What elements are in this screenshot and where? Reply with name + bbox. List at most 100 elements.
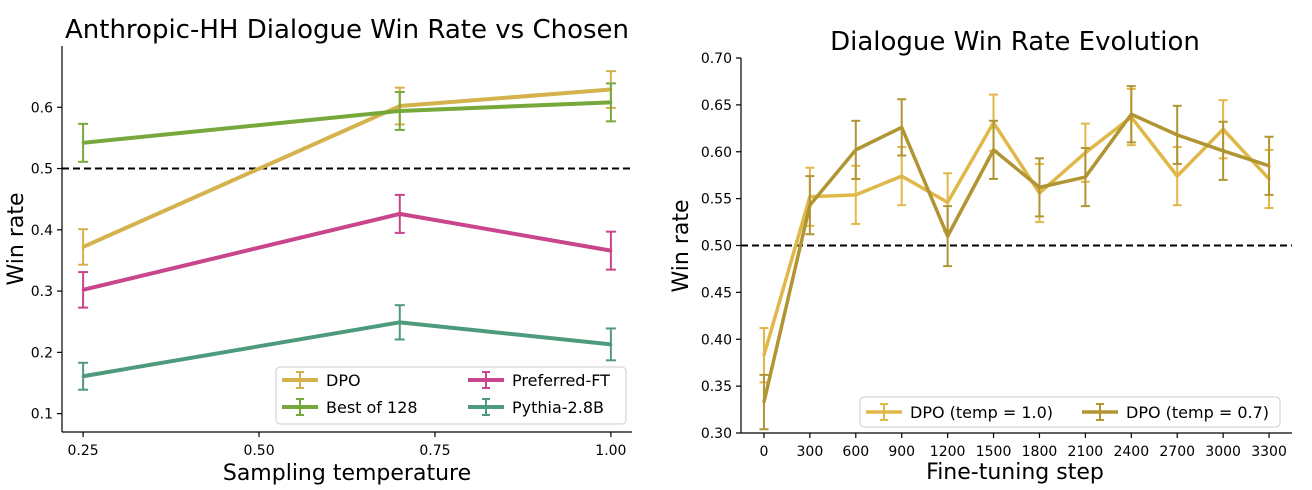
left-legend: DPO Best of 128 Preferred-FT Pythia-2.8B	[275, 366, 627, 425]
data-point	[81, 374, 85, 378]
x-tick-label: 600	[842, 444, 869, 460]
x-tick-label: 900	[888, 444, 915, 460]
series-line	[82, 100, 611, 145]
legend-label-dpo-temp-07: DPO (temp = 0.7)	[1126, 403, 1269, 422]
error-bar	[78, 271, 89, 309]
legend-label-dpo-temp-1: DPO (temp = 1.0)	[910, 403, 1053, 422]
data-point	[398, 109, 402, 113]
x-tick-label: 1200	[930, 444, 966, 460]
data-point	[81, 245, 85, 249]
legend-entry-dpo: DPO	[282, 371, 361, 390]
right-legend: DPO (temp = 1.0) DPO (temp = 0.7)	[859, 396, 1281, 428]
data-point	[946, 234, 950, 238]
y-tick-label: 0.60	[701, 145, 732, 161]
error-bar	[805, 175, 815, 236]
data-point	[900, 174, 904, 178]
legend-entry-preferred-ft: Preferred-FT	[468, 371, 610, 390]
legend-label-pythia: Pythia-2.8B	[512, 398, 604, 417]
series-pythia-2-8b	[78, 304, 616, 391]
x-tick-label: 0	[759, 444, 768, 460]
x-tick-label: 0.75	[419, 443, 450, 459]
left-chart: Anthropic-HH Dialogue Win Rate vs Chosen…	[4, 15, 632, 486]
series-dpo-temp-0-7-	[759, 85, 1274, 431]
error-bar	[1126, 85, 1136, 144]
error-bar	[78, 228, 89, 266]
error-bar	[989, 119, 999, 180]
data-point	[1037, 185, 1041, 189]
x-tick-label: 300	[797, 444, 824, 460]
error-bar	[1034, 157, 1044, 218]
x-tick-label: 2100	[1068, 444, 1104, 460]
series-line	[762, 112, 1270, 403]
y-tick-label: 0.3	[31, 284, 53, 300]
error-bar	[1218, 120, 1228, 181]
left-y-axis-title: Win rate	[4, 192, 29, 285]
data-point	[398, 320, 402, 324]
data-point	[1083, 175, 1087, 179]
left-x-ticks: 0.25 0.50 0.75 1.00	[68, 432, 626, 459]
right-chart: Dialogue Win Rate Evolution 0.30 0.35 0.40…	[669, 27, 1292, 485]
data-point	[81, 288, 85, 292]
error-bar	[605, 82, 616, 123]
left-series	[78, 70, 616, 391]
left-legend-box	[275, 366, 627, 425]
legend-entry-dpo-temp-07: DPO (temp = 0.7)	[1082, 403, 1269, 422]
y-tick-label: 0.35	[701, 379, 732, 395]
error-bar	[394, 90, 405, 131]
right-y-axis-title: Win rate	[669, 199, 694, 292]
x-tick-label: 3000	[1205, 444, 1241, 460]
y-tick-label: 0.50	[701, 239, 732, 255]
y-tick-label: 0.4	[31, 223, 53, 239]
series-best-of-128	[78, 82, 616, 163]
left-x-axis-title: Sampling temperature	[223, 461, 471, 486]
data-point	[946, 200, 950, 204]
y-tick-label: 0.70	[701, 51, 732, 67]
error-bar	[394, 304, 405, 341]
x-tick-label: 1500	[976, 444, 1012, 460]
error-bar	[943, 205, 953, 268]
legend-label-preferred-ft: Preferred-FT	[512, 371, 610, 390]
legend-swatch	[1082, 403, 1118, 421]
right-y-ticks: 0.30 0.35 0.40 0.45 0.50 0.55 0.60 0.65 0.70	[701, 51, 741, 442]
data-point	[609, 249, 613, 253]
legend-swatch	[866, 403, 902, 421]
y-tick-label: 0.45	[701, 285, 732, 301]
right-chart-title: Dialogue Win Rate Evolution	[830, 27, 1200, 57]
left-y-ticks: 0.1 0.2 0.3 0.4 0.5 0.6	[31, 100, 62, 423]
y-tick-label: 0.1	[31, 407, 53, 423]
legend-swatch	[282, 398, 318, 416]
y-tick-label: 0.5	[31, 162, 53, 178]
x-tick-label: 2700	[1159, 444, 1195, 460]
data-point	[992, 148, 996, 152]
x-tick-label: 1800	[1022, 444, 1058, 460]
y-tick-label: 0.55	[701, 192, 732, 208]
data-point	[1221, 149, 1225, 153]
right-x-axis-title: Fine-tuning step	[926, 460, 1104, 485]
legend-label-dpo: DPO	[326, 371, 361, 390]
data-point	[609, 342, 613, 346]
data-point	[762, 400, 766, 404]
right-series	[759, 85, 1274, 431]
legend-entry-dpo-temp-1: DPO (temp = 1.0)	[866, 403, 1053, 422]
legend-entry-best-of-128: Best of 128	[282, 398, 418, 417]
legend-swatch	[468, 371, 504, 389]
error-bar	[897, 98, 907, 157]
series-line	[762, 115, 1271, 356]
right-legend-box	[859, 396, 1281, 428]
error-bar	[1080, 147, 1090, 208]
y-tick-label: 0.30	[701, 426, 732, 442]
right-x-ticks: 0 300 600 900 1200 1500 1800 2100 2400 2700 3000 33…	[759, 433, 1287, 460]
y-tick-label: 0.2	[31, 345, 53, 361]
error-bar	[78, 122, 89, 163]
data-point	[81, 141, 85, 145]
x-tick-label: 0.50	[243, 443, 274, 459]
series-dpo-temp-1-0-	[759, 87, 1274, 384]
data-point	[854, 148, 858, 152]
data-point	[762, 353, 766, 357]
error-bar	[759, 373, 769, 431]
x-tick-label: 1.00	[595, 443, 626, 459]
data-point	[398, 212, 402, 216]
error-bar	[394, 193, 405, 234]
error-bar	[851, 119, 861, 180]
